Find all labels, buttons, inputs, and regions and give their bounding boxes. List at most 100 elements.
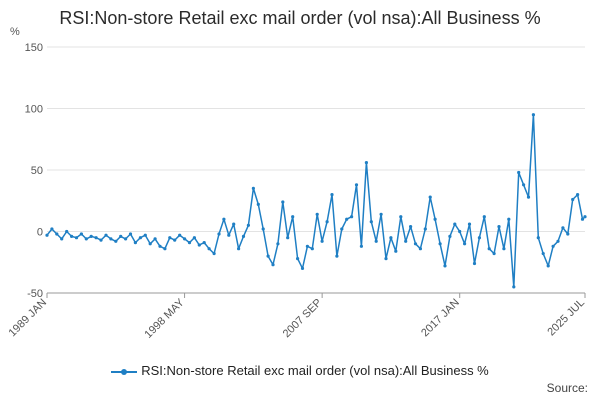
y-tick-label: 50 [31, 165, 43, 177]
data-point [246, 223, 250, 227]
data-point [65, 229, 69, 234]
data-point [467, 222, 472, 226]
legend-label: RSI:Non-store Retail exc mail order (vol… [141, 363, 489, 378]
x-tick-label: 1989 JAN [6, 297, 49, 340]
chart-title: RSI:Non-store Retail exc mail order (vol… [59, 8, 541, 28]
data-point [173, 238, 177, 242]
data-point [178, 233, 182, 237]
data-point [448, 234, 452, 238]
data-point [133, 241, 137, 245]
data-point [50, 227, 54, 231]
data-point [104, 233, 108, 237]
data-point [55, 232, 59, 236]
data-point [207, 247, 211, 251]
data-point [453, 222, 457, 226]
data-point [45, 233, 49, 237]
data-point [364, 161, 368, 165]
data-point [261, 227, 265, 231]
data-point [124, 237, 128, 241]
y-tick-label: -50 [27, 288, 43, 300]
source-label: Source: [546, 381, 588, 395]
data-point [94, 236, 98, 240]
data-point [84, 237, 88, 241]
data-point [580, 217, 585, 221]
data-point [310, 247, 314, 251]
data-point [291, 215, 295, 219]
x-tick-label: 2017 JAN [419, 297, 462, 340]
data-point [423, 227, 427, 231]
data-point [143, 233, 147, 237]
data-point [281, 200, 285, 204]
data-point [335, 254, 339, 258]
data-point [359, 244, 363, 248]
data-point [517, 170, 521, 175]
data-point [251, 186, 255, 190]
data-point [531, 113, 536, 117]
series-line [46, 113, 586, 288]
data-point [70, 234, 74, 238]
data-point [482, 215, 486, 219]
data-point [227, 233, 231, 237]
data-point [526, 195, 531, 199]
data-point [320, 239, 324, 243]
data-point [502, 247, 506, 251]
data-point [153, 237, 157, 241]
data-point [576, 193, 580, 197]
data-point [546, 264, 550, 268]
data-point [305, 244, 309, 248]
data-point [522, 183, 526, 187]
y-axis-label: % [10, 26, 20, 38]
data-point [315, 212, 319, 216]
data-point [556, 239, 560, 243]
data-point [74, 236, 79, 240]
x-tick-label: 2007 SEP [281, 297, 325, 341]
data-point [237, 247, 241, 251]
data-point [404, 239, 408, 243]
data-point [138, 236, 142, 240]
data-point [389, 236, 393, 240]
data-point [168, 236, 172, 240]
data-point [536, 236, 540, 240]
data-point [266, 254, 270, 258]
data-point [330, 193, 334, 197]
data-point [183, 237, 187, 241]
data-point [428, 195, 432, 199]
data-point [197, 243, 201, 247]
data-point [458, 229, 462, 234]
data-point [217, 232, 221, 236]
data-point [541, 252, 545, 256]
legend-swatch-icon [111, 367, 138, 377]
data-point [202, 241, 206, 245]
data-point [300, 266, 305, 270]
data-point [413, 242, 418, 246]
data-point [241, 234, 246, 238]
data-point [561, 226, 565, 230]
data-point [443, 264, 447, 268]
data-point [114, 239, 118, 243]
data-point [325, 220, 329, 224]
data-point [551, 244, 555, 248]
data-point [379, 212, 383, 216]
data-point [477, 236, 481, 240]
data-point [463, 242, 467, 246]
y-tick-label: 150 [25, 42, 43, 54]
data-point [163, 247, 167, 251]
data-point [276, 242, 280, 246]
data-point [271, 263, 275, 267]
data-point [60, 237, 64, 241]
data-point [438, 242, 442, 246]
data-point [192, 236, 196, 240]
data-point [350, 215, 354, 219]
data-point [222, 217, 226, 221]
data-point [384, 257, 388, 261]
data-point [433, 217, 437, 221]
data-point [399, 215, 403, 219]
data-point [583, 215, 587, 219]
y-tick-label: 0 [37, 227, 43, 239]
legend[interactable]: RSI:Non-store Retail exc mail order (vol… [0, 363, 600, 378]
data-point [507, 217, 511, 221]
data-point [369, 220, 373, 224]
data-point [89, 234, 93, 238]
data-point [187, 241, 192, 245]
